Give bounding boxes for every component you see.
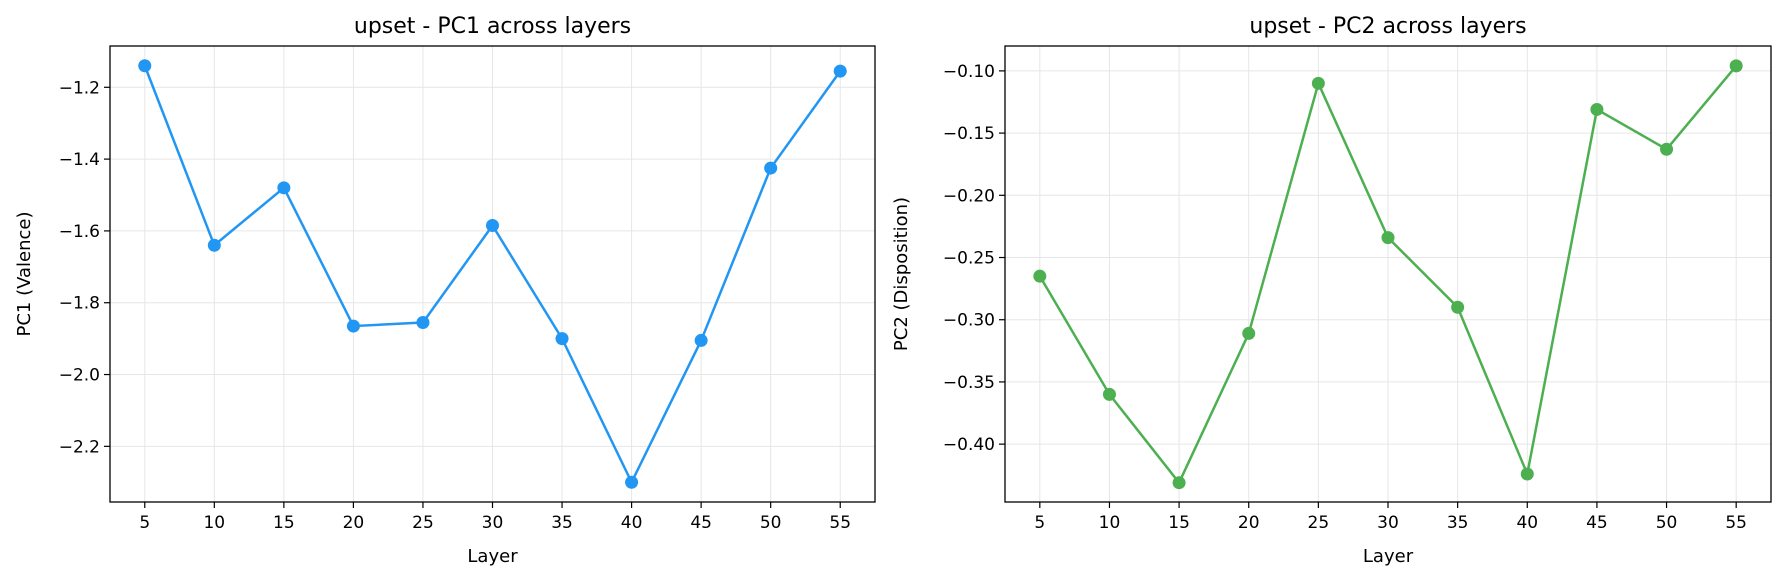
data-point <box>625 475 639 489</box>
x-tick-label: 5 <box>1034 513 1045 533</box>
x-tick-label: 55 <box>1725 513 1747 533</box>
y-tick-label: −0.25 <box>943 249 995 269</box>
data-point <box>1660 142 1674 156</box>
data-point <box>486 219 499 233</box>
data-point <box>764 161 778 175</box>
x-tick-label: 20 <box>1238 513 1260 533</box>
data-point <box>694 333 708 347</box>
x-tick-label: 50 <box>760 513 782 533</box>
chart-title: upset - PC2 across layers <box>1249 14 1526 39</box>
x-tick-label: 50 <box>1656 513 1678 533</box>
data-point <box>1242 326 1256 340</box>
y-tick-label: −0.10 <box>943 62 995 82</box>
x-tick-label: 15 <box>273 513 295 533</box>
y-tick-label: −2.0 <box>59 366 100 386</box>
data-point <box>1102 387 1116 401</box>
y-axis-label: PC2 (Disposition) <box>891 197 912 351</box>
data-point <box>207 238 221 252</box>
data-point <box>1311 76 1325 90</box>
data-point <box>833 64 847 78</box>
data-point <box>1033 269 1047 283</box>
x-tick-label: 10 <box>1099 513 1121 533</box>
x-tick-label: 20 <box>343 513 365 533</box>
data-point <box>1381 231 1395 245</box>
y-tick-label: −0.20 <box>943 186 995 206</box>
chart-title: upset - PC1 across layers <box>354 14 631 39</box>
x-tick-label: 30 <box>1377 513 1399 533</box>
y-tick-label: −0.35 <box>943 373 995 393</box>
data-point <box>277 181 291 195</box>
x-tick-label: 45 <box>1586 513 1608 533</box>
y-tick-label: −1.2 <box>59 78 100 98</box>
x-tick-label: 40 <box>621 513 643 533</box>
y-tick-label: −2.2 <box>59 437 100 457</box>
x-tick-label: 25 <box>412 513 434 533</box>
x-tick-label: 30 <box>482 513 504 533</box>
x-tick-label: 45 <box>690 513 712 533</box>
x-axis-label: Layer <box>467 546 518 567</box>
data-point <box>138 59 152 73</box>
x-tick-label: 5 <box>139 513 150 533</box>
y-axis-label: PC1 (Valence) <box>14 211 35 336</box>
x-tick-label: 25 <box>1308 513 1330 533</box>
y-tick-label: −0.15 <box>943 124 995 144</box>
data-point <box>1451 300 1465 314</box>
data-point <box>1172 476 1186 490</box>
x-tick-label: 15 <box>1168 513 1190 533</box>
data-point <box>1520 467 1534 481</box>
x-tick-label: 35 <box>551 513 573 533</box>
data-point <box>346 319 360 333</box>
x-tick-label: 10 <box>203 513 225 533</box>
y-tick-label: −0.40 <box>943 435 995 455</box>
x-axis-label: Layer <box>1363 546 1414 567</box>
x-tick-label: 35 <box>1447 513 1469 533</box>
data-point <box>1729 59 1743 73</box>
data-point <box>555 332 569 346</box>
y-tick-label: −1.6 <box>59 222 100 242</box>
data-point <box>416 315 430 329</box>
y-tick-label: −0.30 <box>943 311 995 331</box>
chart-panel-pc1: 5 10 15 20 25 30 35 40 45 50 55 −2.2 −2.0 −1.8 −1.6 −1.… <box>14 14 876 567</box>
chart-panel-pc2: 5 10 15 20 25 30 35 40 45 50 55 −0.40 −0.35 −0.30 −0.2… <box>891 14 1772 567</box>
y-tick-label: −1.8 <box>59 294 100 314</box>
x-tick-label: 40 <box>1516 513 1538 533</box>
y-tick-label: −1.4 <box>59 150 100 170</box>
x-tick-label: 55 <box>829 513 851 533</box>
data-point <box>1590 102 1604 116</box>
